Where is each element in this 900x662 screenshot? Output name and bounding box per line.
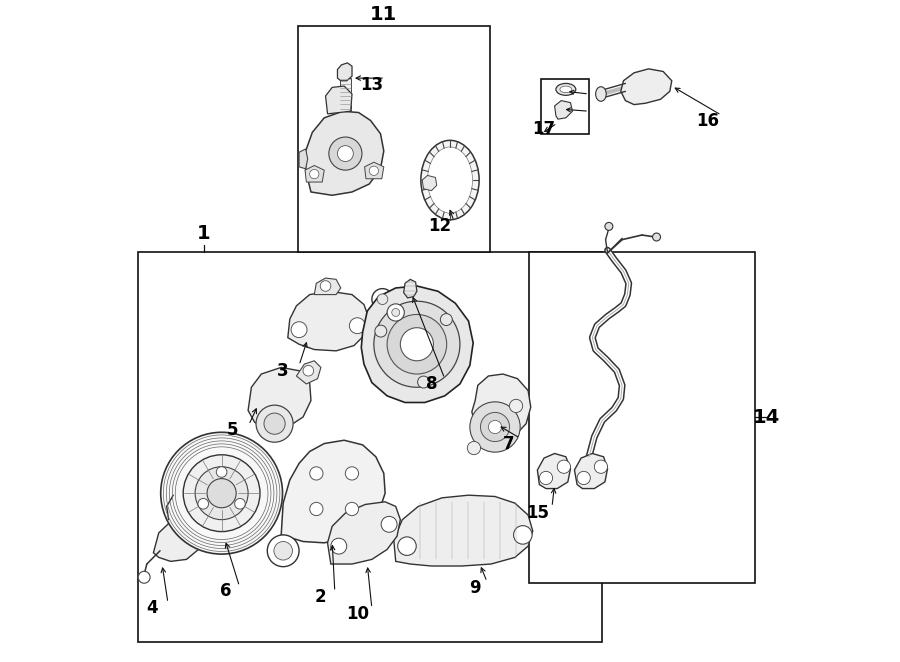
- Polygon shape: [306, 111, 383, 195]
- Circle shape: [392, 308, 400, 316]
- Circle shape: [139, 571, 150, 583]
- Circle shape: [418, 376, 429, 388]
- Circle shape: [310, 502, 323, 516]
- Polygon shape: [326, 86, 352, 114]
- Circle shape: [207, 479, 236, 508]
- Ellipse shape: [428, 147, 473, 213]
- Polygon shape: [422, 175, 436, 191]
- Text: 7: 7: [502, 434, 514, 453]
- Circle shape: [310, 467, 323, 480]
- Circle shape: [184, 455, 260, 532]
- Circle shape: [374, 301, 460, 387]
- Circle shape: [195, 467, 248, 520]
- Text: 17: 17: [533, 120, 555, 138]
- Circle shape: [320, 281, 331, 291]
- Circle shape: [267, 535, 299, 567]
- Circle shape: [235, 498, 246, 509]
- Circle shape: [375, 325, 387, 337]
- Polygon shape: [299, 149, 308, 169]
- Circle shape: [470, 402, 520, 452]
- Circle shape: [310, 169, 319, 179]
- Circle shape: [387, 314, 446, 374]
- Text: 3: 3: [277, 361, 289, 380]
- Polygon shape: [404, 279, 417, 298]
- Circle shape: [440, 314, 453, 326]
- Text: 2: 2: [315, 588, 327, 606]
- Text: 8: 8: [426, 375, 437, 393]
- Circle shape: [328, 137, 362, 170]
- Circle shape: [382, 516, 397, 532]
- Text: 6: 6: [220, 582, 232, 600]
- Text: 12: 12: [428, 217, 452, 236]
- Polygon shape: [296, 361, 321, 384]
- Circle shape: [652, 233, 661, 241]
- Bar: [542, 79, 589, 134]
- Circle shape: [577, 471, 590, 485]
- Circle shape: [161, 432, 283, 554]
- Circle shape: [331, 538, 346, 554]
- Polygon shape: [472, 374, 531, 440]
- Polygon shape: [361, 286, 473, 402]
- Circle shape: [349, 318, 365, 334]
- Text: 15: 15: [526, 504, 549, 522]
- Circle shape: [372, 289, 393, 310]
- Text: 4: 4: [147, 598, 158, 617]
- Polygon shape: [340, 78, 351, 111]
- Circle shape: [387, 304, 404, 321]
- Circle shape: [514, 526, 532, 544]
- Circle shape: [303, 365, 313, 376]
- Text: 14: 14: [752, 408, 780, 426]
- Circle shape: [594, 460, 608, 473]
- Ellipse shape: [560, 86, 572, 93]
- Circle shape: [557, 460, 571, 473]
- Circle shape: [481, 412, 509, 442]
- Circle shape: [338, 146, 354, 162]
- Polygon shape: [554, 101, 572, 119]
- Bar: [298, 26, 490, 252]
- Bar: [138, 252, 602, 642]
- Circle shape: [346, 502, 358, 516]
- Circle shape: [509, 399, 523, 412]
- Circle shape: [216, 467, 227, 477]
- Polygon shape: [288, 291, 369, 351]
- Circle shape: [274, 542, 292, 560]
- Polygon shape: [328, 502, 400, 564]
- Polygon shape: [537, 453, 571, 489]
- Text: 16: 16: [697, 112, 720, 130]
- Circle shape: [369, 166, 379, 175]
- Circle shape: [605, 222, 613, 230]
- Polygon shape: [153, 518, 202, 561]
- Ellipse shape: [596, 87, 607, 101]
- Ellipse shape: [556, 83, 576, 95]
- Polygon shape: [621, 69, 671, 105]
- Polygon shape: [364, 162, 383, 179]
- Text: 11: 11: [370, 5, 398, 24]
- Circle shape: [467, 442, 481, 455]
- Polygon shape: [314, 278, 341, 295]
- Text: 9: 9: [469, 579, 481, 597]
- Circle shape: [400, 328, 434, 361]
- Text: 1: 1: [197, 224, 211, 242]
- Circle shape: [489, 420, 501, 434]
- Circle shape: [377, 294, 388, 305]
- Text: 10: 10: [346, 605, 369, 624]
- Polygon shape: [248, 367, 311, 429]
- Circle shape: [398, 537, 416, 555]
- Bar: [529, 252, 754, 583]
- Polygon shape: [574, 453, 608, 489]
- Polygon shape: [338, 63, 352, 81]
- Ellipse shape: [421, 140, 479, 220]
- Circle shape: [346, 467, 358, 480]
- Circle shape: [291, 322, 307, 338]
- Circle shape: [198, 498, 209, 509]
- Circle shape: [264, 413, 285, 434]
- Polygon shape: [393, 495, 533, 566]
- Polygon shape: [305, 166, 324, 182]
- Circle shape: [539, 471, 553, 485]
- Text: 5: 5: [227, 421, 239, 440]
- Polygon shape: [281, 440, 385, 543]
- Text: 13: 13: [360, 75, 383, 94]
- Circle shape: [256, 405, 293, 442]
